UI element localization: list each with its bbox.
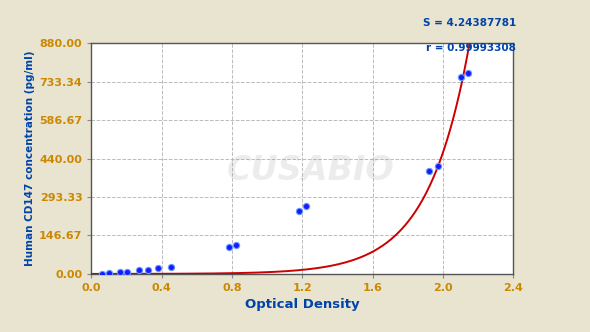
Text: CUSABIO: CUSABIO	[227, 154, 395, 187]
X-axis label: Optical Density: Optical Density	[245, 298, 360, 311]
Y-axis label: Human CD147 concentration (pg/ml): Human CD147 concentration (pg/ml)	[25, 51, 35, 266]
Text: S = 4.24387781: S = 4.24387781	[423, 18, 516, 28]
Text: r = 0.99993308: r = 0.99993308	[427, 43, 516, 53]
